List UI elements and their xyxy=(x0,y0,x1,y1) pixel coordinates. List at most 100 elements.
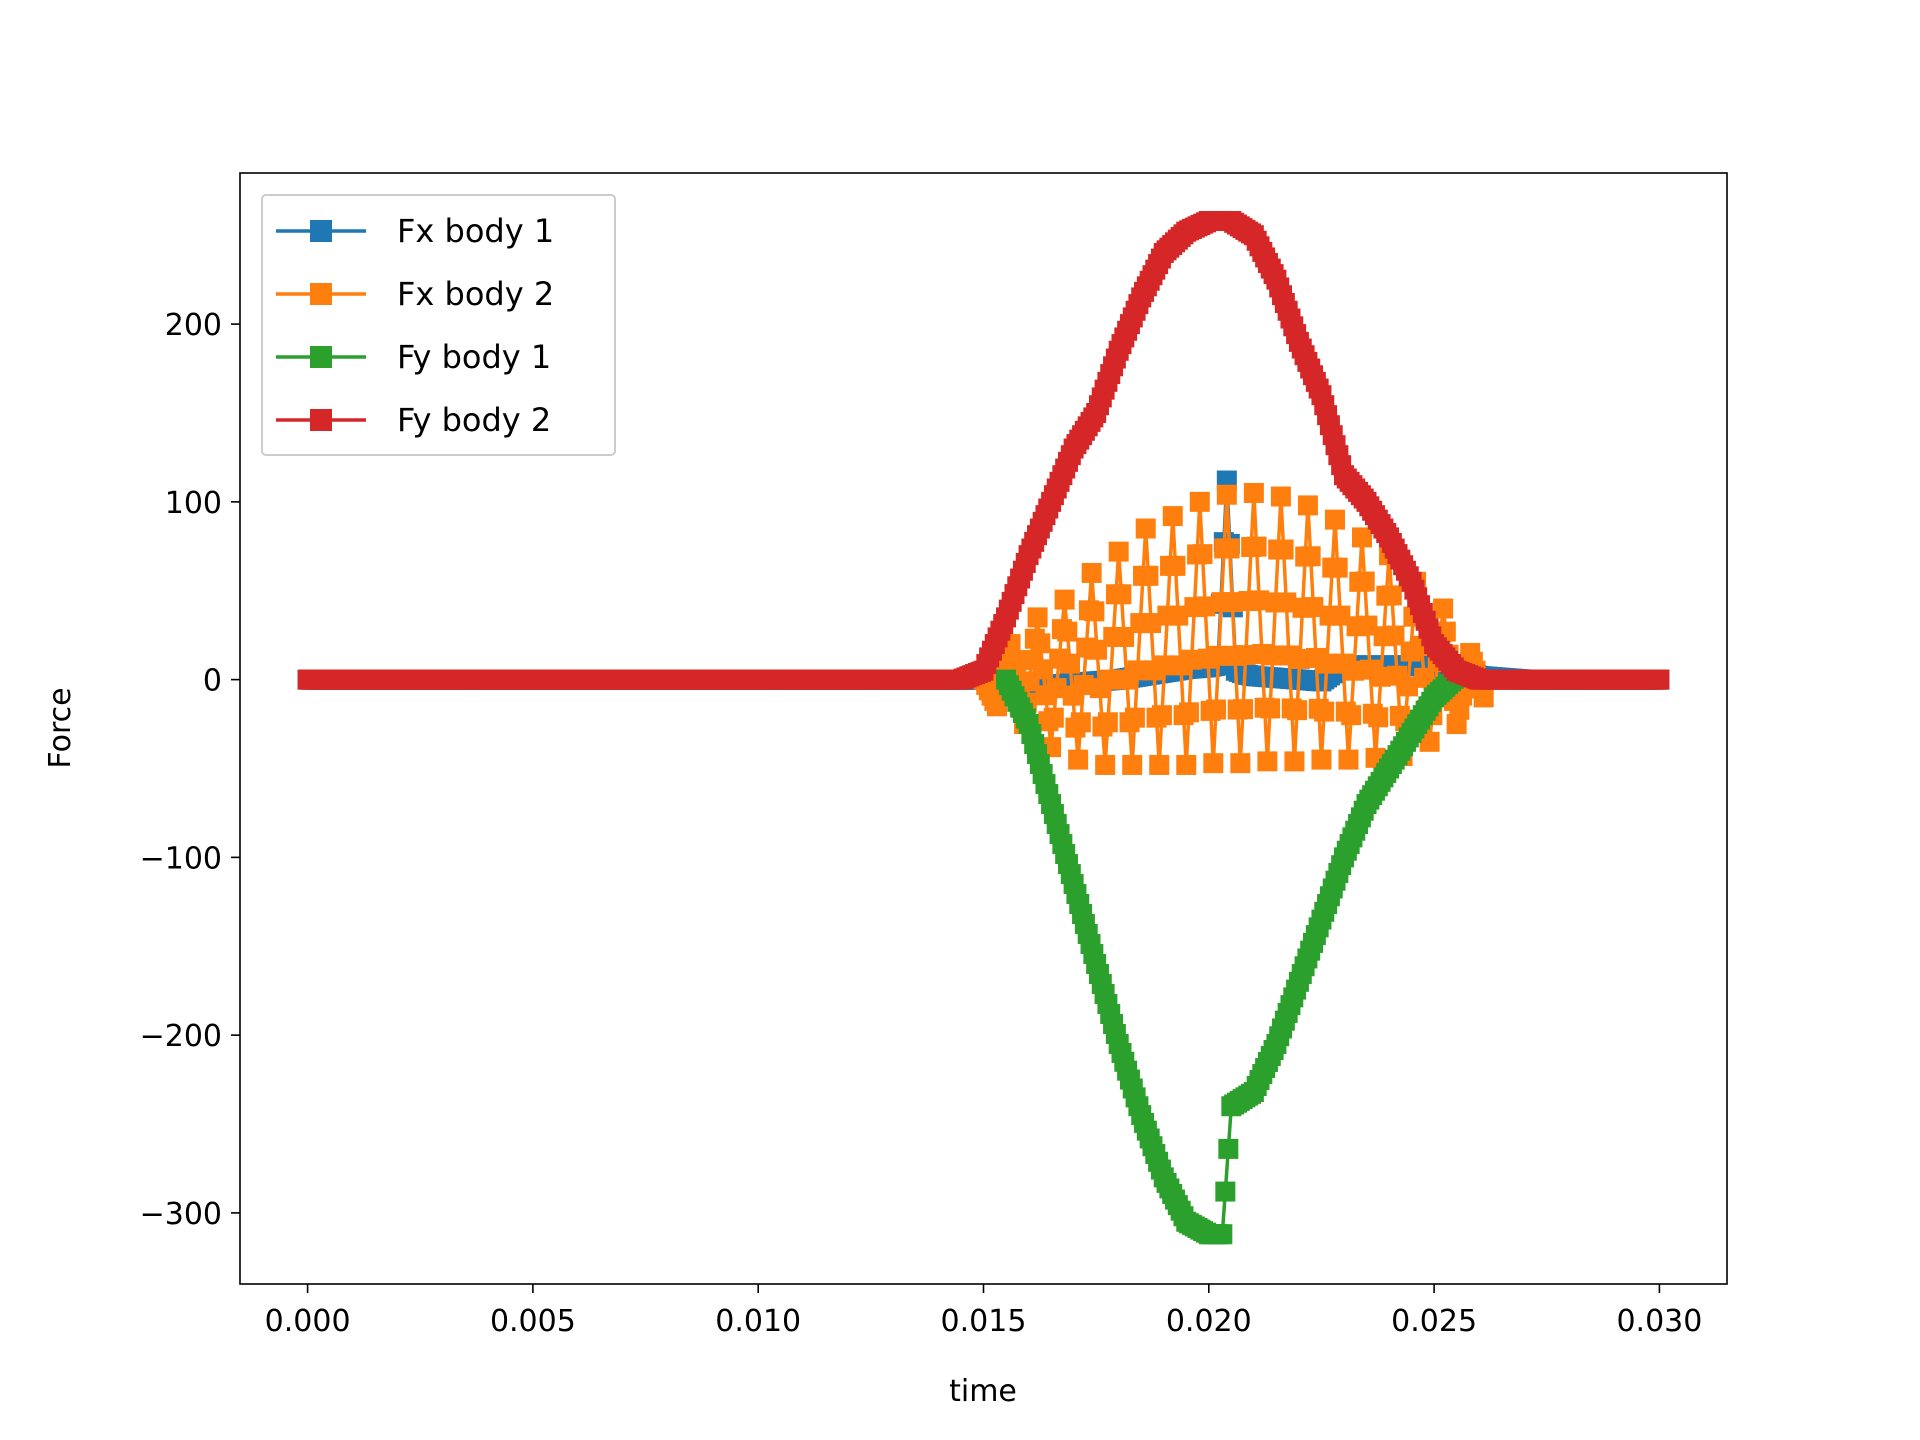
data-point xyxy=(1397,676,1418,697)
data-point xyxy=(1097,712,1118,733)
data-point xyxy=(1100,669,1121,690)
series-layer xyxy=(297,210,1670,1245)
data-point xyxy=(1027,607,1048,628)
data-point xyxy=(1111,584,1132,605)
x-tick-label: 0.030 xyxy=(1616,1304,1702,1339)
data-point xyxy=(1135,518,1156,539)
x-tick-label: 0.000 xyxy=(265,1304,351,1339)
data-point xyxy=(1341,705,1362,726)
data-point xyxy=(1343,660,1364,681)
data-point xyxy=(1289,648,1310,669)
data-point xyxy=(1181,649,1202,670)
data-point xyxy=(1222,592,1243,613)
data-point xyxy=(1003,650,1024,671)
data-point xyxy=(1276,592,1297,613)
data-point xyxy=(1068,749,1089,770)
data-point xyxy=(1114,626,1135,647)
legend-label: Fx body 1 xyxy=(397,212,554,250)
data-point xyxy=(1192,544,1213,565)
data-point xyxy=(1218,1138,1239,1159)
data-point xyxy=(1357,615,1378,636)
data-point xyxy=(1212,1224,1233,1245)
data-point xyxy=(1168,605,1189,626)
data-point xyxy=(1314,701,1335,722)
data-point xyxy=(1165,555,1186,576)
x-tick-label: 0.010 xyxy=(715,1304,801,1339)
data-point xyxy=(1054,589,1075,610)
legend-marker-swatch xyxy=(310,283,332,305)
data-point xyxy=(1338,749,1359,770)
y-tick-label: −300 xyxy=(140,1197,222,1232)
data-point xyxy=(1649,669,1670,690)
x-axis: 0.000 0.005 0.010 0.015 0.020 0.025 0.030 xyxy=(265,1284,1702,1339)
data-point xyxy=(1154,655,1175,676)
legend-marker-swatch xyxy=(310,346,332,368)
data-point xyxy=(1330,605,1351,626)
data-point xyxy=(1368,707,1389,728)
y-axis: −300 −200 −100 0 100 200 xyxy=(140,308,240,1232)
data-point xyxy=(1324,509,1345,530)
data-point xyxy=(1162,506,1183,527)
data-point xyxy=(1206,699,1227,720)
legend-frame xyxy=(261,194,616,456)
data-point xyxy=(1124,707,1145,728)
data-point xyxy=(1230,753,1251,774)
data-point xyxy=(1176,754,1197,775)
data-point xyxy=(1151,705,1172,726)
data-point xyxy=(1057,621,1078,642)
data-point xyxy=(1327,557,1348,578)
series-fy-body-2 xyxy=(297,210,1670,690)
legend-label: Fy body 2 xyxy=(397,401,551,439)
data-point xyxy=(1370,666,1391,687)
data-point xyxy=(1433,598,1454,619)
data-point xyxy=(1270,486,1291,507)
data-point xyxy=(1095,754,1116,775)
data-point xyxy=(1084,601,1105,622)
y-axis-label: Force xyxy=(43,687,78,768)
data-point xyxy=(1316,653,1337,674)
data-point xyxy=(1043,707,1064,728)
data-point xyxy=(1138,565,1159,586)
data-point xyxy=(1287,700,1308,721)
data-point xyxy=(1284,751,1305,772)
data-point xyxy=(1473,687,1494,708)
data-point xyxy=(1262,645,1283,666)
data-point xyxy=(1354,571,1375,592)
data-point xyxy=(1087,639,1108,660)
data-point xyxy=(1246,536,1267,557)
data-point xyxy=(1352,527,1373,548)
legend-marker-swatch xyxy=(310,409,332,431)
data-point xyxy=(1208,645,1229,666)
x-tick-label: 0.020 xyxy=(1166,1304,1252,1339)
data-point xyxy=(1243,482,1264,503)
x-tick-label: 0.025 xyxy=(1391,1304,1477,1339)
data-point xyxy=(1260,698,1281,719)
data-point xyxy=(1178,702,1199,723)
data-point xyxy=(1122,754,1143,775)
data-point xyxy=(1257,751,1278,772)
data-point xyxy=(1297,495,1318,516)
legend-marker-swatch xyxy=(310,220,332,242)
legend-label: Fx body 2 xyxy=(397,275,554,313)
data-point xyxy=(1127,660,1148,681)
data-point xyxy=(1216,484,1237,505)
legend-entry-fx-body-2: Fx body 2 xyxy=(276,275,554,313)
data-point xyxy=(1060,653,1081,674)
data-point xyxy=(1273,539,1294,560)
legend: Fx body 1 Fx body 2 Fy body 1 Fy body 2 xyxy=(261,194,616,456)
x-axis-label: time xyxy=(949,1374,1017,1409)
data-point xyxy=(1030,633,1051,654)
data-point xyxy=(1141,613,1162,634)
data-point xyxy=(1203,753,1224,774)
data-point xyxy=(1419,731,1440,752)
data-point xyxy=(1235,645,1256,666)
data-point xyxy=(1215,1181,1236,1202)
legend-entry-fy-body-2: Fy body 2 xyxy=(276,401,551,439)
data-point xyxy=(1189,491,1210,512)
data-point xyxy=(1046,678,1067,699)
y-tick-label: 0 xyxy=(203,664,222,699)
legend-label: Fy body 1 xyxy=(397,338,551,376)
data-point xyxy=(1300,546,1321,567)
data-point xyxy=(1311,749,1332,770)
y-tick-label: −200 xyxy=(140,1019,222,1054)
